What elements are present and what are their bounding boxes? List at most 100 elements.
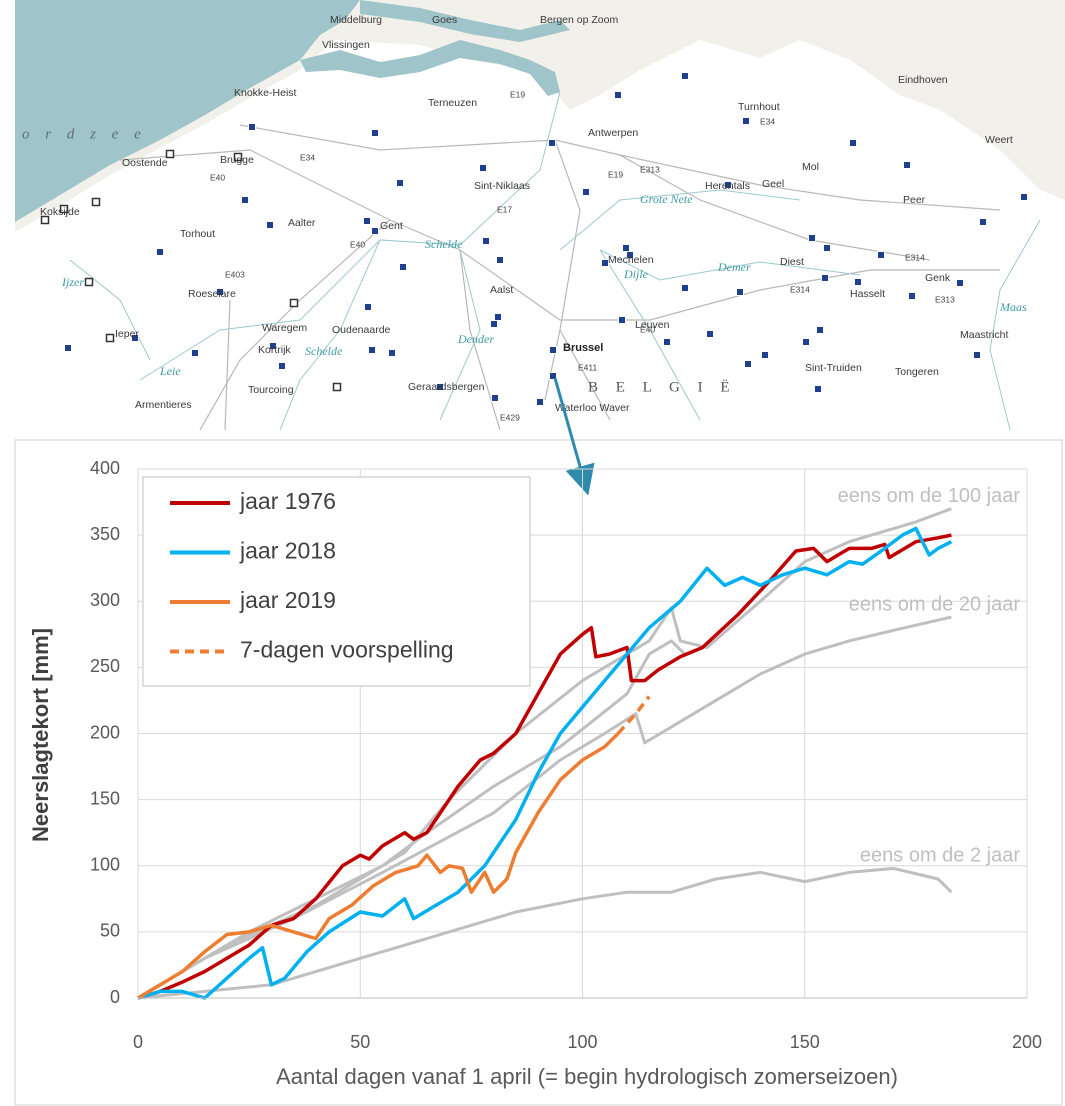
series-line [137,526,953,1000]
map-label: Mechelen [608,254,654,266]
station [131,334,139,342]
station [156,248,164,256]
x-axis-title: Aantal dagen vanaf 1 april (= begin hydr… [276,1064,898,1089]
station [823,244,831,252]
roads [119,124,1001,430]
map-label: Dijle [623,267,649,281]
station [626,251,634,259]
station [278,362,286,370]
stations [40,72,1028,406]
station [908,292,916,300]
legend-label: jaar 2019 [239,587,336,613]
station [248,123,256,131]
map-label: E314 [905,252,925,262]
station [956,279,964,287]
map-label: Herentals [705,180,750,192]
map-label: Schelde [305,344,343,358]
reference-line [137,639,686,1000]
station [681,284,689,292]
station [736,288,744,296]
axes: 0 50 100 150 200 250 300 350 400 0 50 100 150 200 [90,458,1042,1052]
map-label: Brussel [563,342,603,354]
map-label: Weert [985,134,1013,146]
map-label: E19 [510,89,525,99]
map-label: Waregem [262,322,307,334]
station [491,394,499,402]
station [482,237,490,245]
map-label: Genk [925,272,951,284]
station [663,338,671,346]
station [854,278,862,286]
map-label: E17 [497,204,512,214]
estuary [300,40,560,96]
station [479,164,487,172]
map-label: E429 [500,412,520,422]
station [877,251,885,259]
y-tick-label: 50 [100,921,120,941]
map-label: Geraardsbergen [408,381,485,393]
x-tick-label: 200 [1012,1032,1042,1052]
map-label: Eindhoven [898,74,948,86]
reference-line [137,615,952,1000]
map-label: Schelde [425,237,463,251]
map-label: E403 [225,269,245,279]
station [399,263,407,271]
map-label: Brugge [220,154,254,166]
station [582,188,590,196]
map-label: Torhout [180,228,215,240]
x-tick-label: 150 [790,1032,820,1052]
map-label: Ijzer [61,275,84,289]
map-label: E19 [608,169,623,179]
map-label: Tourcoing [248,384,294,396]
station [614,91,622,99]
reference-line [137,866,953,1000]
y-tick-label: 200 [90,722,120,742]
station [332,382,342,392]
station [816,326,824,334]
map-label: B E L G I Ë [588,378,737,395]
map-label: Vlissingen [322,39,370,51]
y-tick-label: 150 [90,788,120,808]
station [165,149,175,159]
station [289,298,299,308]
station [849,139,857,147]
map-label: Waterloo Waver [555,402,630,414]
map-label: Geel [762,178,784,190]
station [364,303,372,311]
station [744,360,752,368]
map-label: Grote Nete [640,192,693,206]
map-label: Mol [802,161,819,173]
map-label: Hasselt [850,288,885,300]
station [490,320,498,328]
reference-line [137,507,952,1000]
map-label: Sint-Niklaas [474,180,530,192]
map-label: Kortrijk [258,344,291,356]
map-label: Koksijde [40,206,80,218]
x-tick-label: 50 [350,1032,370,1052]
legend: jaar 1976 jaar 2018 jaar 2019 7-dagen voors… [142,476,531,687]
station [84,277,94,287]
legend-label: jaar 2018 [239,538,336,564]
station [706,330,714,338]
map-labels: Middelburg Goes Bergen op Zoom Vlissingen Kn… [22,14,1027,422]
y-tick-label: 400 [90,458,120,478]
map-label: Knokke-Heist [234,87,297,99]
station [191,349,199,357]
map-label: o r d z e e [22,126,147,142]
map-label: Leuven [635,319,670,331]
series-line [137,533,952,1000]
map-label: Gent [380,220,403,232]
belgium-land [15,40,1065,430]
map-label: E411 [578,362,597,372]
map-label: Demer [717,260,751,274]
station [368,346,376,354]
station [979,218,987,226]
map-label: Antwerpen [588,127,638,139]
station [601,259,609,267]
map-label: E34 [300,152,315,162]
x-tick-label: 0 [133,1032,143,1052]
station [371,129,379,137]
lines: eens om de 100 jaar eens om de 20 jaar een… [137,485,1020,1000]
legend-label: jaar 1976 [239,488,336,514]
